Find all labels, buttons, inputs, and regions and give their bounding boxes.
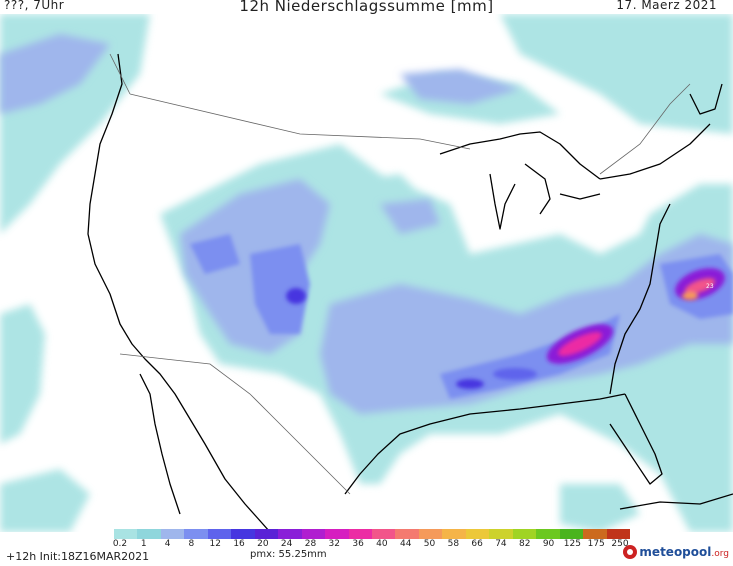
meteopool-logo[interactable]: meteopool.org	[623, 545, 729, 559]
logo-main: meteopool	[639, 545, 712, 559]
scale-swatch	[114, 529, 138, 539]
scale-tick-label: 40	[376, 539, 388, 549]
scale-tick-label: 58	[447, 539, 460, 549]
scale-tick-label: 125	[563, 539, 581, 549]
scale-tick-label: 1	[140, 539, 147, 549]
peak-value-label: 23	[706, 283, 714, 290]
color-scale-ticks: 0.2 1 4 8 12 16 20 24 28 32 36 40 44 50 58 66 74 82 90 125 1…	[106, 539, 636, 551]
scale-swatch	[184, 529, 208, 539]
scale-tick-label: 32	[328, 539, 341, 549]
precipitation-map: 23	[0, 14, 733, 532]
scale-swatch	[371, 529, 396, 539]
scale-swatch	[348, 529, 372, 539]
coastlines	[87, 53, 733, 532]
scale-tick-label: 74	[495, 539, 507, 549]
scale-tick-label: 28	[304, 539, 317, 549]
scale-tick-label: 16	[233, 539, 245, 549]
valid-date: 17. Maerz 2021	[616, 0, 717, 12]
scale-swatch	[536, 529, 560, 539]
scale-swatch	[465, 529, 490, 539]
logo-icon	[623, 545, 638, 559]
color-scale-bar	[114, 529, 630, 539]
init-time-label: +12h Init:18Z16MAR2021	[6, 550, 150, 563]
scale-tick-label: 44	[399, 539, 412, 549]
scale-tick-label: 36	[352, 539, 364, 549]
scale-swatch	[395, 529, 419, 539]
precip-peak-cores	[558, 278, 716, 356]
scale-tick-label: 250	[611, 539, 629, 549]
scale-tick-label: 24	[280, 539, 293, 549]
pmx-label: pmx: 55.25mm	[250, 549, 327, 560]
scale-tick-label: 175	[587, 539, 605, 549]
logo-suffix: .org	[711, 549, 729, 559]
scale-swatch	[160, 529, 185, 539]
scale-tick-label: 90	[542, 539, 555, 549]
scale-swatch	[583, 529, 607, 539]
scale-swatch	[559, 529, 584, 539]
scale-swatch	[418, 529, 443, 539]
borders	[109, 53, 691, 495]
scale-swatch	[606, 529, 630, 539]
scale-tick-label: 0.2	[112, 539, 128, 549]
scale-tick-label: 8	[188, 539, 195, 549]
scale-swatch	[137, 529, 161, 539]
scale-tick-label: 12	[209, 539, 221, 549]
scale-swatch	[301, 529, 326, 539]
scale-tick-label: 4	[164, 539, 171, 549]
scale-tick-label: 20	[257, 539, 269, 549]
scale-tick-label: 66	[471, 539, 483, 549]
scale-tick-label: 82	[519, 539, 531, 549]
scale-swatch	[489, 529, 513, 539]
scale-swatch	[442, 529, 466, 539]
scale-swatch	[231, 529, 255, 539]
scale-swatch	[207, 529, 232, 539]
forecast-time-label: ???, 7Uhr	[4, 0, 65, 12]
scale-swatch	[254, 529, 279, 539]
scale-tick-label: 50	[423, 539, 436, 549]
scale-swatch	[278, 529, 302, 539]
scale-swatch	[325, 529, 349, 539]
map-title: 12h Niederschlagssumme [mm]	[239, 0, 494, 15]
scale-swatch	[512, 529, 537, 539]
precip-light-areas	[0, 14, 733, 532]
